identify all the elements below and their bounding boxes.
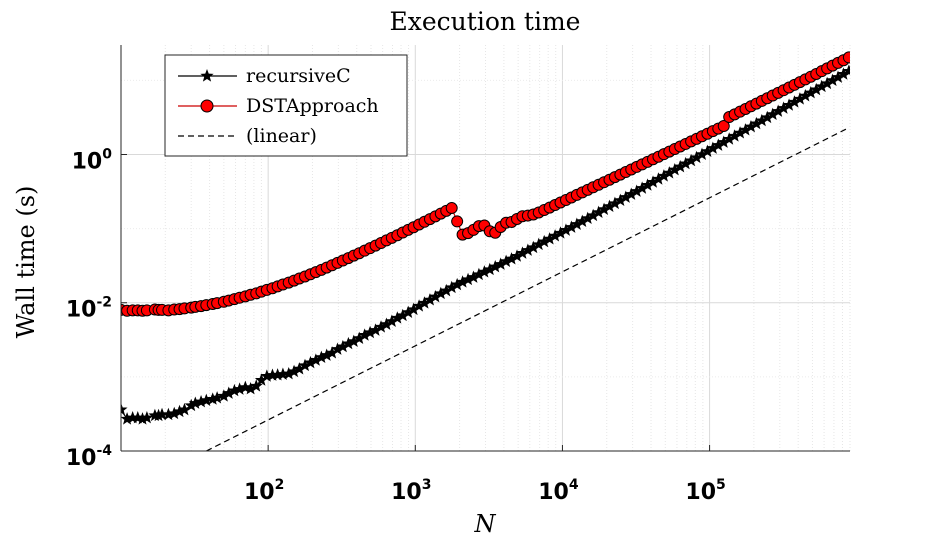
axes [120, 45, 850, 452]
legend-label: (linear) [246, 125, 317, 147]
data-point [842, 51, 850, 64]
legend-entry: recursiveC [178, 65, 351, 87]
series-dstapproach [121, 51, 850, 317]
x-tick-label: 105 [685, 477, 725, 505]
data-point [121, 402, 128, 416]
x-tick-label: 104 [538, 477, 579, 505]
chart-title: Execution time [390, 7, 581, 36]
series-layer [121, 51, 850, 451]
legend-entry: DSTApproach [178, 95, 379, 117]
data-point [249, 379, 263, 392]
legend-label: recursiveC [246, 65, 351, 87]
legend-label: DSTApproach [246, 95, 379, 117]
legend-marker [200, 99, 214, 113]
series-recursivec [121, 64, 850, 425]
legend: recursiveC DSTApproach (linear) [164, 54, 408, 157]
series--linear- [206, 127, 850, 451]
data-point [717, 120, 730, 133]
y-tick-label: 10-4 [66, 443, 112, 471]
data-point [445, 202, 458, 215]
tick-labels: 102 103 104 105 10-4 10-2 100 [66, 146, 726, 505]
legend-entry: (linear) [178, 125, 317, 147]
data-point [140, 410, 154, 424]
y-axis-label: Wall time (s) [12, 186, 40, 339]
x-tick-label: 102 [244, 477, 284, 505]
x-tick-label: 103 [391, 477, 431, 505]
data-point [451, 215, 464, 228]
series-line [206, 127, 850, 451]
x-axis-label: N [474, 510, 497, 538]
data-point [842, 64, 850, 77]
y-tick-label: 10-2 [66, 295, 112, 323]
y-tick-label: 100 [72, 146, 113, 174]
legend-marker [200, 69, 214, 82]
